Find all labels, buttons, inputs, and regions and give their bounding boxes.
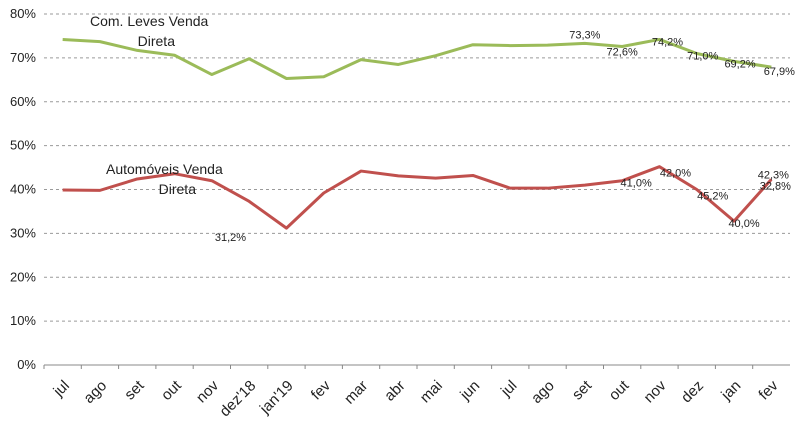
x-tick-label: fev (308, 377, 335, 404)
data-label: 71,0% (687, 50, 718, 62)
series-name-label: Direta (159, 181, 197, 197)
x-tick-label: set (569, 377, 596, 404)
x-tick-label: out (606, 377, 633, 404)
data-label: 42,0% (660, 168, 691, 180)
data-label: 31,2% (215, 232, 246, 244)
grid-lines (44, 13, 790, 322)
x-tick-label: abr (381, 377, 408, 404)
data-label: 69,2% (724, 58, 755, 70)
y-axis-ticks: 0% 10% 20% 30% 40% 50% 60% 70% 80% (10, 6, 36, 372)
x-tick-label: mar (341, 377, 371, 407)
x-tick-label: ago (528, 377, 558, 407)
x-tick-label: jul (497, 377, 520, 400)
series-name-label: Automóveis Venda (106, 161, 223, 177)
x-tick-label: dez'18 (216, 377, 259, 420)
x-tick-label: out (158, 377, 185, 404)
data-label: 41,0% (621, 178, 652, 190)
y-tick-label: 70% (10, 50, 36, 65)
x-tick-label: dez (678, 377, 707, 406)
x-tick-label: jan (717, 377, 744, 404)
series-line-2 (62, 165, 773, 230)
data-labels: 73,3% 72,6% 74,2% 71,0% 69,2% 67,9% 31,2% 41,0%… (215, 29, 795, 244)
data-label: 74,2% (652, 36, 683, 48)
x-tick-label: jan'19 (256, 377, 297, 418)
data-label: 45,2% (697, 191, 728, 203)
data-label: 40,0% (728, 218, 759, 230)
x-tick-label: jun (456, 377, 483, 404)
series-name-label: Direta (138, 33, 176, 49)
x-tick-label: nov (641, 377, 670, 406)
data-label: 32,8% (760, 180, 791, 192)
x-tick-label: jul (50, 377, 73, 400)
x-tick-label: fev (755, 377, 782, 404)
data-label: 42,3% (758, 169, 789, 181)
y-tick-label: 10% (10, 313, 36, 328)
y-tick-label: 30% (10, 225, 36, 240)
series-labels: Com. Leves Venda Direta Automóveis Venda Di… (90, 13, 223, 197)
series-lines (62, 37, 773, 230)
series-line-1 (62, 37, 772, 80)
x-tick-label: ago (80, 377, 110, 407)
y-tick-label: 0% (17, 357, 36, 372)
y-tick-label: 40% (10, 182, 36, 197)
series-name-label: Com. Leves Venda (90, 13, 209, 29)
x-tick-label: nov (193, 377, 222, 406)
y-tick-label: 80% (10, 6, 36, 21)
x-tick-label: set (121, 377, 148, 404)
data-label: 67,9% (764, 66, 795, 78)
y-tick-label: 20% (10, 269, 36, 284)
x-tick-label: mai (417, 377, 446, 406)
y-tick-label: 50% (10, 138, 36, 153)
data-label: 73,3% (569, 29, 600, 41)
y-tick-label: 60% (10, 94, 36, 109)
data-label: 72,6% (607, 46, 638, 58)
